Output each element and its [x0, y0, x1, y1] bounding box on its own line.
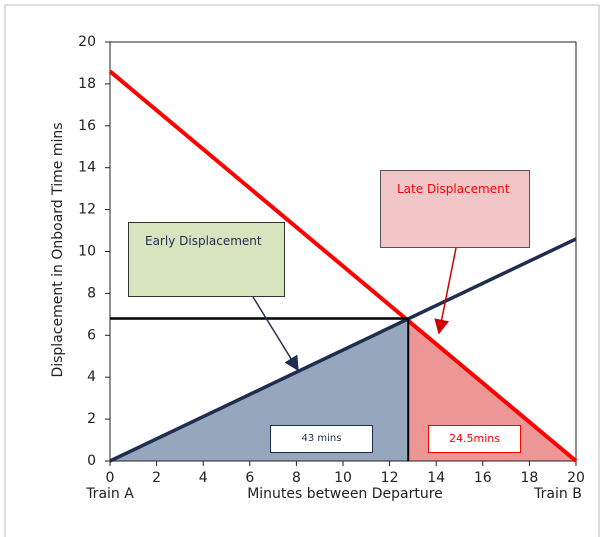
y-axis-title: Displacement in Onboard Time mins	[50, 122, 66, 377]
y-tick-label: 6	[87, 327, 96, 343]
x-tick-label: 12	[381, 470, 399, 486]
x-end-label: Train B	[533, 486, 582, 502]
frame	[4, 4, 600, 537]
annotation: Late Displacement	[380, 170, 530, 248]
y-tick-label: 0	[87, 453, 96, 469]
annotation: Early Displacement	[128, 222, 285, 297]
x-end-label: Train A	[85, 486, 134, 502]
x-tick-label: 6	[245, 470, 254, 486]
x-tick-label: 2	[152, 470, 161, 486]
x-tick-label: 0	[106, 470, 115, 486]
y-tick-label: 4	[87, 369, 96, 385]
x-tick-label: 16	[474, 470, 492, 486]
x-tick-label: 10	[334, 470, 352, 486]
annotation: 24.5mins	[428, 425, 521, 453]
y-tick-label: 2	[87, 411, 96, 427]
line	[109, 237, 577, 463]
y-tick-label: 8	[87, 285, 96, 301]
arrow	[434, 247, 457, 335]
y-tick-label: 20	[78, 34, 96, 50]
y-tick-label: 16	[78, 118, 96, 134]
x-tick-label: 8	[292, 470, 301, 486]
line	[108, 69, 578, 463]
y-tick-label: 10	[78, 244, 96, 260]
y-tick-label: 18	[78, 76, 96, 92]
y-tick-label: 12	[78, 202, 96, 218]
annotation: 43 mins	[270, 425, 373, 453]
arrow	[252, 296, 299, 372]
x-tick-label: 4	[199, 470, 208, 486]
x-tick-label: 14	[427, 470, 445, 486]
x-tick-label: 20	[567, 470, 585, 486]
x-tick-label: 18	[520, 470, 538, 486]
x-axis-title: Minutes between Departure	[247, 486, 443, 502]
y-tick-label: 14	[78, 160, 96, 176]
